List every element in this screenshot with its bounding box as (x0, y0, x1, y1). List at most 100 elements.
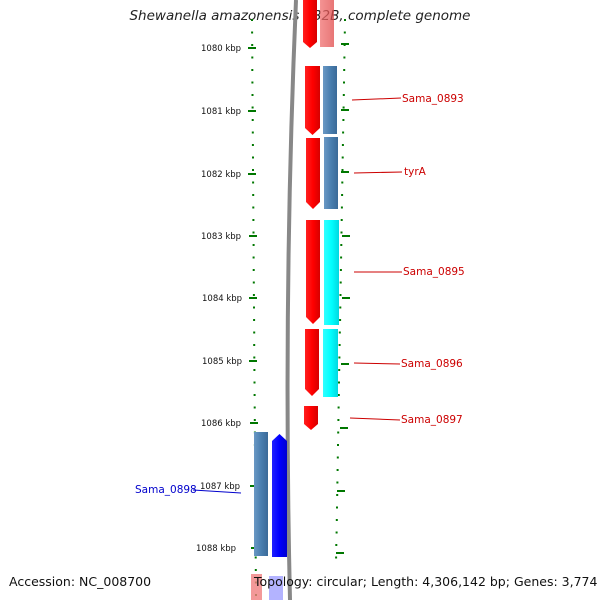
gene-label-sama-0895[interactable]: Sama_0895 (403, 266, 465, 278)
forward-strand-features (303, 0, 334, 430)
track-dot (336, 481, 339, 484)
cds-feature-reverse[interactable] (272, 434, 287, 557)
track-dot (336, 469, 339, 471)
track-dot (253, 344, 256, 346)
gene-labels: Sama_0893 tyrA Sama_0895 Sama_0896 Sama_… (135, 93, 465, 496)
track-dot (252, 181, 255, 184)
cds-feature[interactable] (303, 0, 317, 48)
track-dot (253, 419, 256, 421)
ruler-label-1081: 1081 kbp (201, 107, 241, 117)
track-dot (339, 319, 342, 321)
track-dot (335, 519, 338, 521)
cds-feature[interactable] (306, 220, 320, 324)
gene-feature-tyra[interactable] (324, 137, 338, 209)
track-dot (253, 306, 255, 309)
cds-feature[interactable] (306, 138, 320, 209)
track-dot (335, 556, 338, 559)
ruler-label-1087: 1087 kbp (200, 482, 240, 492)
cds-feature[interactable] (305, 66, 320, 135)
track-dot (251, 119, 254, 121)
track-dot (251, 56, 254, 59)
track-dot (342, 119, 345, 121)
gene-label-sama-0896[interactable]: Sama_0896 (401, 358, 463, 370)
track-dot (252, 169, 254, 171)
track-dot (336, 506, 338, 509)
map-title: Shewanella amazonensis SB2B, complete ge… (129, 8, 471, 24)
track-dot (342, 94, 345, 96)
track-dot (254, 556, 257, 559)
gene-label-sama-0898[interactable]: Sama_0898 (135, 484, 197, 496)
track-dot (253, 356, 256, 359)
track-dot (341, 144, 344, 146)
topology-label: Topology: (254, 574, 313, 589)
track-dot (340, 231, 343, 234)
track-dot (337, 431, 340, 434)
track-dot (343, 56, 346, 59)
track-dot (337, 419, 340, 421)
track-dot (338, 369, 341, 371)
track-dot (253, 406, 256, 409)
track-dot (253, 319, 256, 321)
ruler-label-1088: 1088 kbp (196, 544, 236, 554)
track-dot (252, 269, 255, 271)
track-dot (252, 244, 255, 246)
track-dot (252, 194, 255, 196)
track-dot (251, 69, 254, 71)
track-dot (251, 106, 254, 109)
track-dot (342, 131, 345, 134)
track-dot (253, 369, 256, 371)
genome-backbone (285, 0, 298, 600)
ruler-labels: 1080 kbp 1081 kbp 1082 kbp 1083 kbp 1084… (196, 44, 242, 554)
length-label: Length: (370, 574, 419, 589)
length-value: 4,306,142 bp (422, 574, 506, 589)
track-dot (251, 81, 254, 84)
ruler-label-1086: 1086 kbp (201, 419, 241, 429)
gene-label-tyra[interactable]: tyrA (404, 166, 427, 178)
track-dot (339, 294, 342, 296)
track-dot (344, 19, 346, 21)
cds-feature-faded[interactable] (320, 0, 334, 47)
track-dot (252, 219, 255, 221)
cds-feature-faded[interactable] (251, 574, 262, 600)
feature-track-ticks (336, 43, 350, 554)
track-dot (254, 569, 257, 571)
track-dot (341, 181, 344, 184)
track-dot (251, 19, 253, 21)
cds-feature[interactable] (304, 406, 318, 430)
track-dot (342, 106, 345, 109)
gene-label-sama-0897[interactable]: Sama_0897 (401, 414, 463, 426)
track-dot (251, 131, 254, 134)
cds-feature[interactable] (305, 329, 319, 396)
gene-feature-sama-0898[interactable] (254, 432, 268, 556)
track-dot (339, 269, 342, 271)
cds-feature-faded[interactable] (269, 576, 283, 600)
track-dot (251, 31, 254, 34)
track-dot (339, 306, 342, 309)
track-dot (252, 156, 254, 159)
track-dot (253, 381, 256, 384)
ruler-label-1084: 1084 kbp (202, 294, 242, 304)
genes-value: 3,774 (561, 574, 598, 589)
track-dot (252, 294, 255, 296)
accession-info: Accession: NC_008700 (9, 574, 151, 589)
ruler-label-1085: 1085 kbp (202, 357, 242, 367)
track-dot (252, 256, 255, 259)
track-dot (340, 219, 343, 221)
accession-value: NC_008700 (79, 574, 152, 589)
track-dot (336, 494, 339, 496)
track-dot (341, 194, 344, 196)
track-dot (339, 281, 342, 284)
track-dot (335, 531, 338, 534)
track-dot (252, 281, 255, 284)
gene-feature-sama-0893[interactable] (323, 66, 337, 134)
track-dot (252, 231, 255, 234)
gene-label-sama-0893[interactable]: Sama_0893 (402, 93, 464, 105)
track-dot (338, 331, 341, 334)
gene-feature-sama-0896[interactable] (323, 329, 338, 397)
track-dot (338, 381, 340, 384)
track-dot (251, 44, 254, 46)
track-dot (253, 331, 256, 334)
gene-feature-sama-0895[interactable] (324, 220, 339, 325)
